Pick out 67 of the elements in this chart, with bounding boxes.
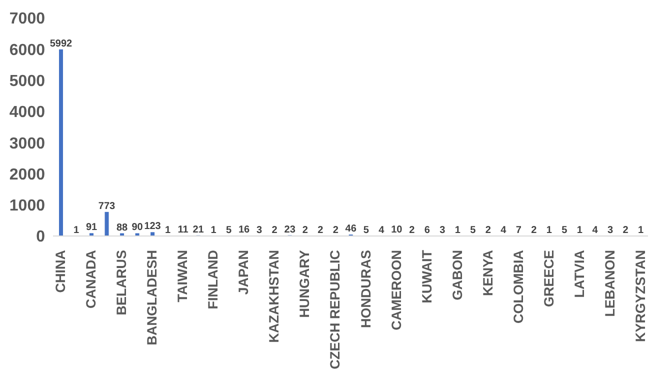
data-label: 91 xyxy=(86,222,98,234)
data-label: 1 xyxy=(576,224,583,236)
data-label: 1 xyxy=(165,224,172,236)
x-tick-label: COLOMBIA xyxy=(510,250,526,324)
y-tick-label: 7000 xyxy=(9,10,46,28)
y-tick-label: 5000 xyxy=(9,72,46,90)
y-tick-label: 6000 xyxy=(9,42,46,59)
data-label: 2 xyxy=(302,224,308,236)
data-label: 4 xyxy=(592,224,598,236)
data-label: 23 xyxy=(284,224,296,236)
x-tick-label: KYRGYZSTAN xyxy=(632,250,648,342)
y-tick-label: 3000 xyxy=(9,135,46,152)
data-label: 5 xyxy=(363,224,370,236)
data-label: 3 xyxy=(256,224,263,236)
data-label: 2 xyxy=(272,224,278,236)
data-label: 46 xyxy=(345,224,357,235)
x-tick-label: BANGLADESH xyxy=(144,250,160,346)
data-label: 11 xyxy=(178,224,189,236)
x-tick-label: KENYA xyxy=(480,250,496,296)
data-label: 10 xyxy=(391,224,403,236)
data-label: 123 xyxy=(144,221,162,232)
y-tick-label: 0 xyxy=(36,228,46,246)
data-label: 2 xyxy=(531,224,538,236)
data-label: 1 xyxy=(546,224,552,236)
x-tick-label: JAPAN xyxy=(236,250,252,295)
data-label: 2 xyxy=(318,224,324,236)
x-tick-label: LATVIA xyxy=(572,250,587,298)
data-label: 6 xyxy=(424,224,430,236)
data-label: 2 xyxy=(622,224,629,236)
y-tick-label: 2000 xyxy=(9,166,46,184)
data-label: 2 xyxy=(332,224,339,236)
data-label: 7 xyxy=(516,224,522,236)
data-label: 90 xyxy=(132,222,144,234)
x-tick-label: CAMEROON xyxy=(388,250,404,330)
x-tick-label: KAZAKHSTAN xyxy=(266,250,282,343)
data-label: 21 xyxy=(192,224,204,236)
data-label: 2 xyxy=(409,224,416,236)
data-label: 1 xyxy=(73,224,80,236)
data-label: 773 xyxy=(98,200,116,212)
x-tick-label: TAIWAN xyxy=(175,250,190,302)
x-tick-label: BELARUS xyxy=(114,250,130,316)
data-label: 4 xyxy=(500,224,507,236)
x-tick-label: FINLAND xyxy=(206,250,221,310)
data-label: 3 xyxy=(607,224,614,236)
data-label: 5992 xyxy=(50,38,73,50)
data-label: 16 xyxy=(238,224,250,236)
data-label: 1 xyxy=(638,224,644,236)
data-label: 2 xyxy=(485,224,492,236)
x-tick-label: HUNGARY xyxy=(297,250,312,318)
y-tick-label: 4000 xyxy=(9,104,46,122)
data-label: 5 xyxy=(470,224,476,236)
data-label: 1 xyxy=(454,224,461,236)
x-tick-label: CHINA xyxy=(53,250,68,293)
x-tick-label: CZECH REPUBLIC xyxy=(328,250,343,370)
x-tick-label: GREECE xyxy=(541,250,556,308)
data-label: 88 xyxy=(116,222,128,234)
data-label: 3 xyxy=(440,224,446,236)
x-tick-label: HONDURAS xyxy=(358,250,374,328)
data-label: 5 xyxy=(562,224,568,236)
data-label: 1 xyxy=(210,224,217,236)
data-label: 5 xyxy=(226,224,232,236)
x-tick-label: CANADA xyxy=(84,250,99,308)
x-tick-label: LEBANON xyxy=(602,250,618,317)
x-tick-label: GABON xyxy=(450,250,465,300)
data-label: 4 xyxy=(378,224,385,236)
x-tick-label: KUWAIT xyxy=(419,249,434,304)
y-tick-label: 1000 xyxy=(9,198,46,215)
